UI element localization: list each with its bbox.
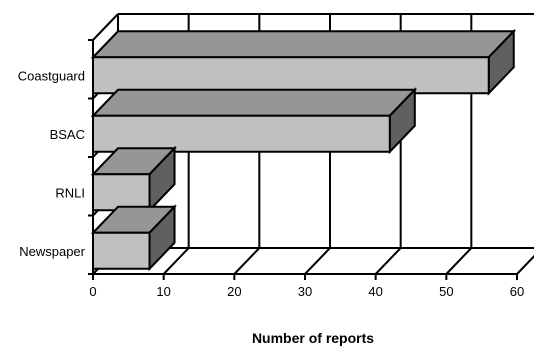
category-label-rnli: RNLI [55, 185, 85, 200]
x-axis-title: Number of reports [252, 330, 374, 346]
x-tick-label-40: 40 [368, 284, 382, 299]
bar-front-rnli [92, 173, 151, 212]
bar-front-bsac [92, 114, 391, 153]
x-tick-label-30: 30 [298, 284, 312, 299]
bar-bsac [90, 87, 418, 155]
category-label-coastguard: Coastguard [18, 68, 85, 83]
x-tick-label-0: 0 [89, 284, 96, 299]
side-wall-line-0 [92, 13, 119, 41]
x-tick-label-60: 60 [510, 284, 524, 299]
floor-gridline-10 [162, 247, 190, 275]
bars [90, 28, 517, 272]
bar-rnli [90, 145, 177, 213]
category-label-newspaper: Newspaper [19, 244, 85, 259]
bar-top-coastguard [90, 30, 517, 59]
bar-coastguard [90, 28, 517, 96]
bar-front-coastguard [92, 56, 490, 95]
x-tick-label-50: 50 [439, 284, 453, 299]
x-tick-labels: 0 10 20 30 40 50 60 [89, 284, 524, 299]
x-tick-label-20: 20 [227, 284, 241, 299]
bar-front-newspaper [92, 231, 151, 270]
floor-gridline-40 [374, 247, 402, 275]
bar-newspaper [90, 204, 177, 272]
floor-gridline-50 [445, 247, 473, 275]
floor-gridline-60 [516, 254, 534, 275]
x-tick-label-10: 10 [156, 284, 170, 299]
floor-gridline-20 [233, 247, 261, 275]
floor-gridline-30 [304, 247, 331, 275]
bar-top-bsac [90, 88, 418, 117]
category-label-bsac: BSAC [50, 127, 85, 142]
category-labels: Coastguard BSAC RNLI Newspaper [18, 68, 86, 259]
